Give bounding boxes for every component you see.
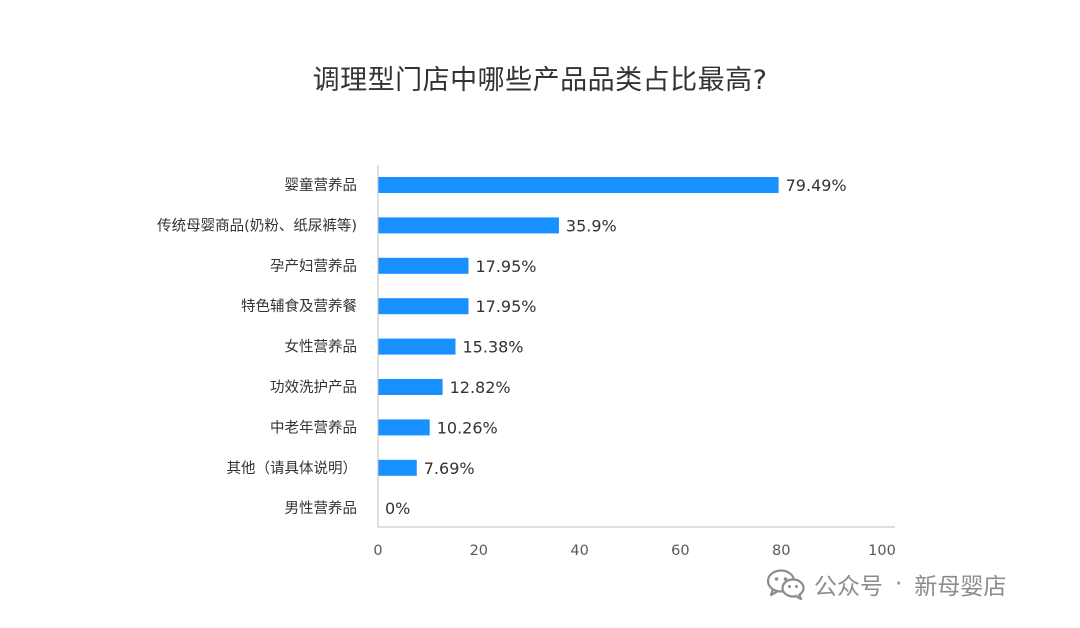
bar — [378, 459, 417, 476]
watermark: 公众号 · 新母婴店 — [766, 566, 1006, 602]
category-label: 传统母婴商品(奶粉、纸尿裤等) — [157, 216, 357, 234]
watermark-account: 新母婴店 — [914, 574, 1007, 600]
category-label: 特色辅食及营养餐 — [241, 298, 357, 315]
bar — [378, 217, 559, 234]
watermark-separator: · — [895, 571, 903, 597]
value-label: 17.95% — [475, 257, 536, 276]
bar — [378, 379, 443, 395]
value-labels: 79.49% 35.9% 17.95% 17.95% 15.38% 12.82% 10.26… — [385, 176, 847, 518]
bar — [378, 298, 469, 315]
bar — [378, 177, 779, 193]
value-label: 15.38% — [463, 338, 524, 357]
x-tick-label: 40 — [570, 543, 588, 559]
value-label: 12.82% — [450, 378, 511, 397]
bars — [378, 177, 779, 476]
watermark-prefix: 公众号 — [814, 574, 883, 600]
bar — [378, 419, 430, 436]
value-label: 7.69% — [424, 459, 475, 478]
category-label: 功效洗护产品 — [270, 379, 357, 396]
x-tick-label: 60 — [671, 543, 689, 559]
x-tick-label: 20 — [470, 543, 488, 559]
category-label: 女性营养品 — [285, 338, 358, 356]
value-label: 35.9% — [566, 216, 617, 235]
bar — [378, 338, 456, 355]
category-label: 婴童营养品 — [285, 176, 358, 194]
x-tick-label: 100 — [868, 543, 896, 559]
category-label: 中老年营养品 — [270, 419, 357, 436]
value-label: 10.26% — [437, 418, 498, 437]
x-tick-label: 0 — [373, 543, 382, 559]
category-label: 其他（请具体说明） — [227, 460, 358, 477]
chart-title: 调理型门店中哪些产品品类占比最高? — [312, 65, 768, 96]
bar — [378, 257, 469, 274]
wechat-icon — [766, 569, 805, 600]
category-label: 孕产妇营养品 — [270, 258, 357, 275]
value-label: 17.95% — [475, 297, 536, 316]
category-label: 男性营养品 — [285, 500, 358, 517]
value-label: 0% — [385, 499, 410, 518]
x-tick-labels: 0 20 40 60 80 100 — [373, 543, 895, 559]
value-label: 79.49% — [786, 176, 847, 195]
x-tick-label: 80 — [772, 543, 790, 559]
